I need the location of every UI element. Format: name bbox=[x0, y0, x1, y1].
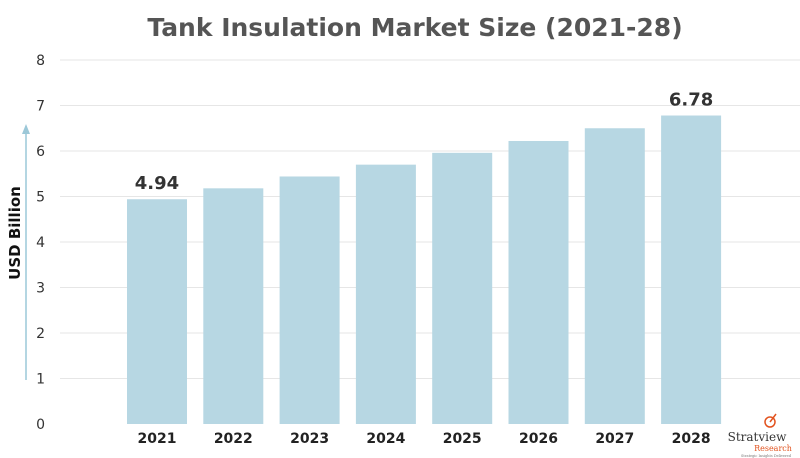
y-tick-label: 2 bbox=[36, 326, 45, 342]
stratview-logo: Stratview Research Strategic Insights De… bbox=[728, 413, 792, 458]
data-label: 4.94 bbox=[135, 173, 179, 194]
x-tick-label: 2027 bbox=[595, 431, 634, 447]
y-tick-label: 6 bbox=[36, 144, 45, 160]
x-tick-label: 2023 bbox=[290, 431, 329, 447]
y-tick-label: 7 bbox=[36, 99, 45, 115]
logo-tagline: Strategic Insights Delivered bbox=[741, 454, 792, 458]
bar-2027 bbox=[584, 128, 645, 424]
bar-2028 bbox=[661, 115, 722, 424]
y-axis-arrow bbox=[22, 124, 30, 380]
bar-2025 bbox=[432, 152, 493, 424]
data-label: 6.78 bbox=[669, 90, 713, 111]
bar-2026 bbox=[508, 140, 569, 425]
logo-name: Stratview bbox=[728, 430, 787, 444]
x-tick-label: 2025 bbox=[443, 431, 482, 447]
bars bbox=[127, 115, 722, 425]
x-tick-label: 2022 bbox=[214, 431, 253, 447]
x-axis-ticks: 2021 2022 2023 2024 2025 2026 2027 2028 bbox=[138, 431, 711, 447]
y-tick-label: 5 bbox=[36, 190, 45, 206]
chart-title: Tank Insulation Market Size (2021-28) bbox=[147, 13, 682, 42]
y-tick-label: 8 bbox=[36, 53, 45, 69]
data-labels: 4.94 6.78 bbox=[135, 90, 714, 195]
bar-2023 bbox=[279, 176, 340, 424]
bar-2022 bbox=[203, 188, 264, 424]
x-tick-label: 2021 bbox=[138, 431, 177, 447]
y-axis-ticks: 0 1 2 3 4 5 6 7 8 bbox=[36, 53, 45, 433]
bar-2024 bbox=[355, 164, 416, 424]
logo-sub: Research bbox=[754, 444, 792, 453]
y-tick-label: 3 bbox=[36, 281, 45, 297]
y-tick-label: 1 bbox=[36, 372, 45, 388]
x-tick-label: 2024 bbox=[366, 431, 405, 447]
y-tick-label: 4 bbox=[36, 235, 45, 251]
x-tick-label: 2026 bbox=[519, 431, 558, 447]
bar-2021 bbox=[127, 199, 187, 424]
x-tick-label: 2028 bbox=[672, 431, 711, 447]
y-axis-label: USD Billion bbox=[6, 186, 24, 280]
y-tick-label: 0 bbox=[36, 417, 45, 433]
